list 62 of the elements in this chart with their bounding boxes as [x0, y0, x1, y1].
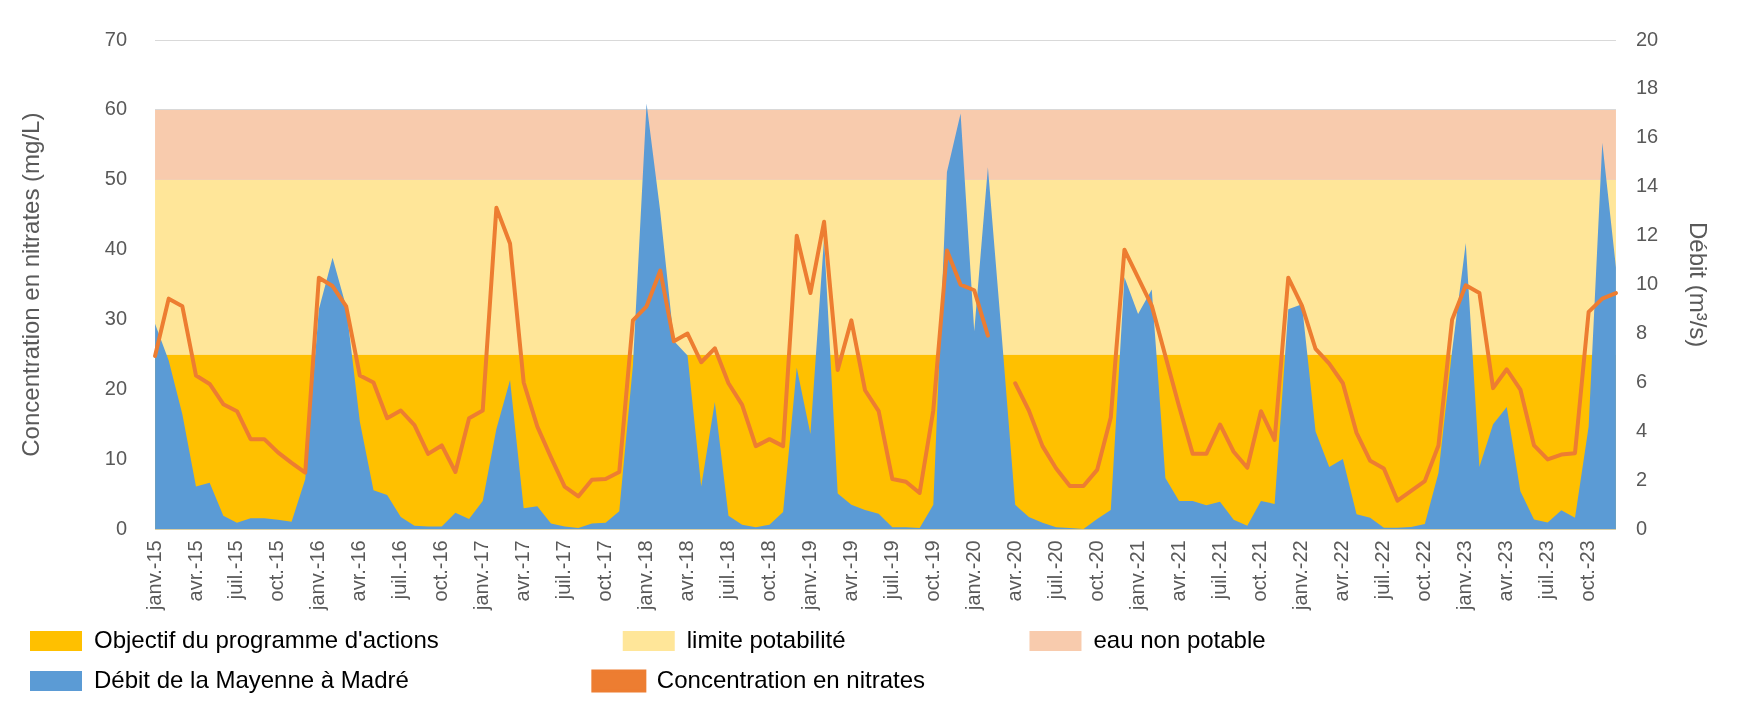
y2-axis-title: Débit (m³/s) [1684, 221, 1712, 348]
x-tick-label: janv.-15 [142, 540, 165, 611]
x-tick-label: janv.-21 [1125, 540, 1148, 611]
x-tick-label: juil.-23 [1535, 540, 1558, 601]
x-tick-label: juil.-21 [1207, 540, 1230, 601]
x-tick-label: oct.-15 [265, 540, 288, 602]
y-tick-label: 20 [104, 377, 128, 400]
x-tick-label: juil.-20 [1043, 540, 1066, 601]
x-tick-label: avr.-22 [1330, 540, 1353, 602]
x-tick-label: oct.-18 [756, 540, 779, 602]
x-tick-label: juil.-17 [552, 540, 575, 601]
x-tick-label: juil.-18 [716, 540, 738, 601]
x-tick-label: janv.-17 [470, 540, 493, 611]
y-tick-label: 40 [104, 237, 128, 260]
y-axis-title: Concentration en nitrates (mg/L) [17, 112, 45, 457]
y2-tick-label: 8 [1635, 321, 1648, 344]
y2-tick-label: 20 [1635, 27, 1659, 50]
legend-label: Concentration en nitrates [656, 665, 1094, 693]
x-tick-label: avr.-19 [838, 540, 861, 602]
x-tick-label: avr.-23 [1494, 540, 1517, 602]
y2-tick-label: 0 [1635, 516, 1648, 539]
y2-tick-label: 12 [1635, 223, 1659, 246]
y-tick-label: 0 [115, 516, 128, 539]
y2-tick-label: 4 [1635, 418, 1648, 441]
y2-tick-label: 14 [1635, 174, 1659, 197]
x-tick-label: janv.-16 [306, 540, 329, 611]
y-tick-label: 10 [104, 446, 128, 469]
x-tick-label: janv.-19 [797, 540, 820, 611]
y-tick-label: 70 [104, 27, 128, 50]
y2-tick-label: 6 [1635, 370, 1648, 393]
x-tick-label: juil.-16 [388, 540, 411, 601]
x-tick-label: janv.-23 [1453, 540, 1476, 611]
x-tick-label: juil.-22 [1371, 540, 1394, 601]
x-tick-label: oct.-17 [593, 540, 616, 602]
legend-label: Débit de la Mayenne à Madré [94, 665, 577, 693]
legend-label: eau non potable [1093, 625, 1266, 653]
x-tick-label: janv.-18 [634, 540, 657, 611]
x-tick-label: juil.-19 [879, 540, 902, 601]
x-tick-label: avr.-17 [511, 540, 534, 602]
legend-label: Objectif du programme d'actions [94, 625, 607, 653]
x-tick-label: juil.-15 [224, 540, 247, 601]
x-tick-label: janv.-22 [1289, 540, 1312, 611]
x-tick-label: avr.-18 [675, 540, 698, 602]
legend-label: limite potabilité [686, 625, 1014, 653]
x-tick-label: avr.-21 [1166, 540, 1189, 602]
y2-tick-label: 10 [1635, 272, 1659, 295]
y-tick-label: 60 [104, 97, 128, 120]
x-tick-label: oct.-20 [1084, 540, 1107, 602]
y2-tick-label: 18 [1635, 76, 1659, 99]
x-tick-label: avr.-20 [1002, 540, 1025, 602]
y-tick-label: 30 [104, 307, 128, 330]
x-tick-label: avr.-16 [347, 540, 370, 602]
y2-tick-label: 2 [1635, 467, 1648, 490]
x-tick-label: oct.-16 [429, 540, 452, 602]
x-tick-label: oct.-21 [1248, 540, 1271, 602]
y2-tick-label: 16 [1635, 125, 1659, 148]
x-tick-label: oct.-19 [920, 540, 943, 602]
x-tick-label: oct.-22 [1412, 540, 1435, 602]
x-tick-label: oct.-23 [1576, 540, 1599, 602]
x-tick-label: avr.-15 [183, 540, 206, 602]
x-tick-label: janv.-20 [961, 540, 984, 611]
y-tick-label: 50 [104, 167, 128, 190]
